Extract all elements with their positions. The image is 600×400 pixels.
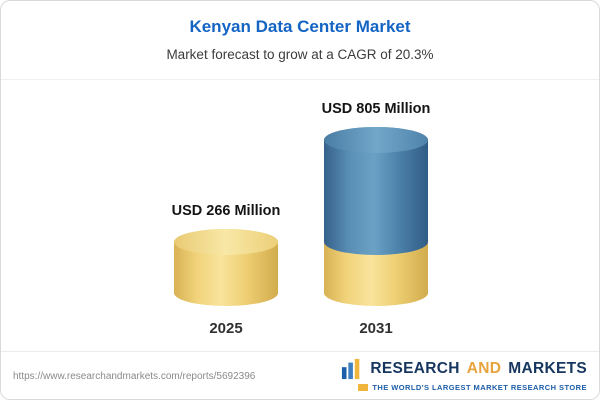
research-and-markets-logo: RESEARCH AND MARKETS THE WORLD'S LARGEST…: [341, 358, 587, 392]
footer-bar: https://www.researchandmarkets.com/repor…: [1, 351, 599, 399]
bar-segment-top-yellow: [174, 229, 278, 256]
category-label-2025: 2025: [209, 320, 243, 337]
tagline-yellow-block-icon: [358, 384, 369, 391]
logo-chart-icon: [341, 358, 363, 380]
logo-wordmark: RESEARCH AND MARKETS: [341, 358, 587, 380]
header-divider: [1, 79, 599, 80]
report-url-link[interactable]: https://www.researchandmarkets.com/repor…: [13, 371, 256, 382]
bar-segment-top-blue: [324, 127, 428, 154]
bar-value-label-2025: USD 266 Million: [171, 203, 281, 220]
chart-subtitle: Market forecast to grow at a CAGR of 20.…: [166, 47, 434, 62]
bar-value-label-2031: USD 805 Million: [321, 101, 431, 118]
category-label-2031: 2031: [359, 320, 393, 337]
logo-word-research: RESEARCH: [370, 360, 460, 377]
tagline-text: THE WORLD'S LARGEST MARKET RESEARCH STOR…: [372, 383, 587, 392]
logo-word-markets: MARKETS: [508, 360, 587, 377]
logo-word-and: AND: [466, 360, 502, 377]
chart-title: Kenyan Data Center Market: [189, 17, 411, 36]
logo-tagline: THE WORLD'S LARGEST MARKET RESEARCH STOR…: [341, 383, 587, 392]
